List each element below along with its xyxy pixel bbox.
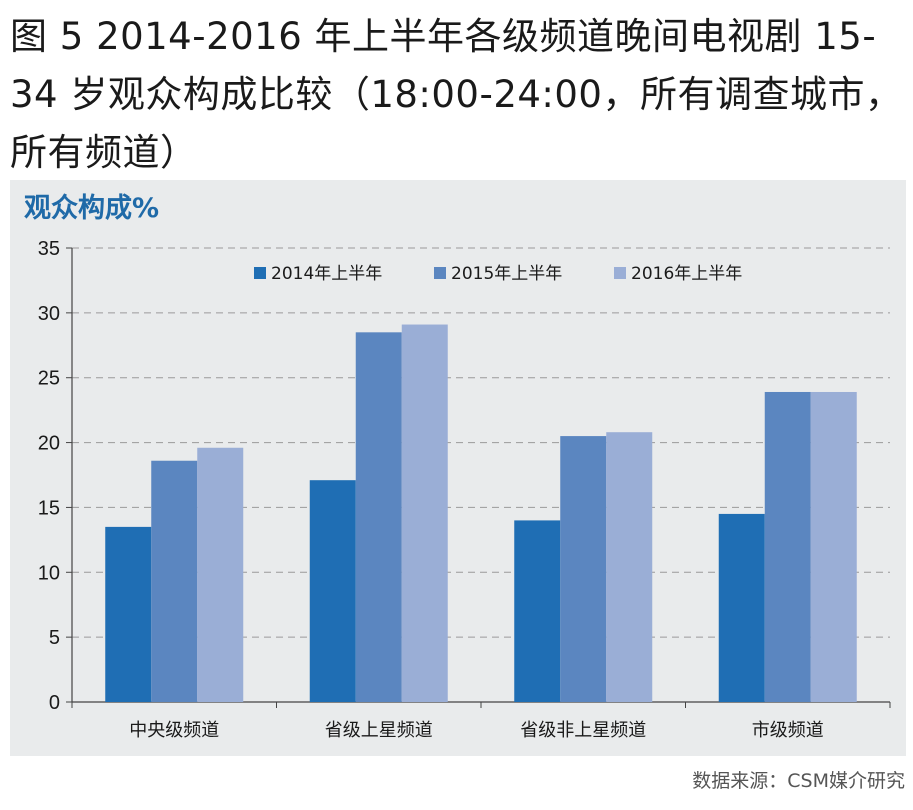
y-tick-label: 25 <box>38 368 60 390</box>
legend-label: 2016年上半年 <box>631 264 742 284</box>
bar <box>764 391 811 702</box>
bar <box>105 526 152 702</box>
chart-panel: 观众构成% 0 5 10 15 20 25 30 35 中央级频道 省级上星频道 省级非上星频道 市级… <box>10 180 906 756</box>
y-tick-label: 30 <box>38 303 60 325</box>
bar <box>309 480 356 702</box>
x-tick-label: 省级上星频道 <box>325 720 433 741</box>
bar <box>197 447 244 702</box>
bar-chart: 0 5 10 15 20 25 30 35 中央级频道 省级上星频道 省级非上星频道 市级频道 2014… <box>38 238 891 741</box>
bar <box>401 324 448 702</box>
legend-swatch <box>614 267 626 279</box>
x-tick-label: 省级非上星频道 <box>520 720 646 741</box>
legend-label: 2014年上半年 <box>271 264 382 284</box>
bar <box>151 460 198 702</box>
legend-swatch <box>254 267 266 279</box>
data-source: 数据来源：CSM媒介研究 <box>692 770 905 792</box>
x-tick-label: 市级频道 <box>752 720 824 741</box>
bar <box>606 432 653 702</box>
x-tick-label: 中央级频道 <box>129 720 219 741</box>
y-tick-label: 35 <box>38 238 60 260</box>
y-tick-label: 10 <box>38 562 60 584</box>
bar <box>560 436 607 702</box>
bar <box>514 520 561 702</box>
bar <box>718 513 765 702</box>
y-axis-label: 观众构成% <box>24 193 160 224</box>
bar <box>810 391 857 702</box>
figure-title: 图 5 2014-2016 年上半年各级频道晚间电视剧 15-34 岁观众构成比… <box>10 15 903 174</box>
y-tick-label: 5 <box>49 627 60 649</box>
y-tick-label: 20 <box>38 433 60 455</box>
y-tick-label: 15 <box>38 497 60 519</box>
legend-label: 2015年上半年 <box>451 264 562 284</box>
y-tick-label: 0 <box>49 692 60 714</box>
legend-swatch <box>434 267 446 279</box>
bar <box>355 332 402 702</box>
